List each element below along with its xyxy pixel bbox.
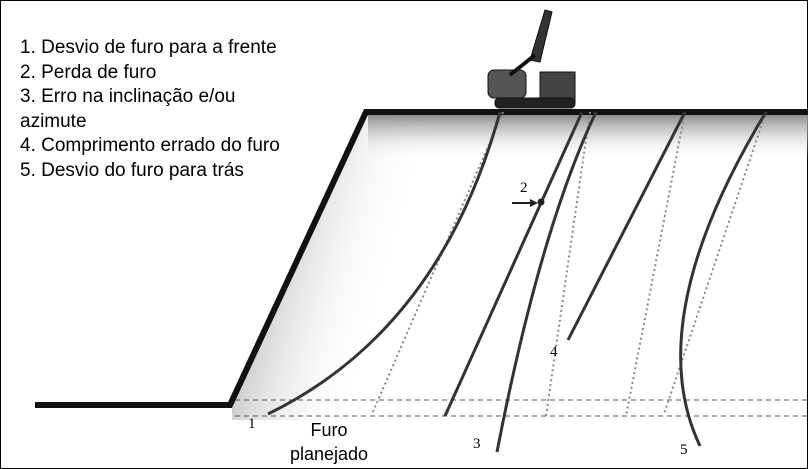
- legend-item: 3. Erro na inclinação e/ou azimute: [20, 86, 236, 132]
- hole-label: 1: [248, 416, 256, 432]
- planned-label: Furo planejado: [289, 420, 369, 464]
- legend: 1. Desvio de furo para a frente 2. Perda …: [20, 36, 282, 183]
- legend-item: 4. Comprimento errado do furo: [20, 135, 280, 156]
- grade-lines: [235, 399, 808, 417]
- legend-item: 1. Desvio de furo para a frente: [20, 37, 277, 58]
- hole-label: 3: [473, 436, 481, 452]
- drill-rig: [487, 9, 576, 109]
- legend-item: 5. Desvio do furo para trás: [20, 159, 244, 181]
- hole-label: 2: [520, 180, 528, 196]
- bench-shade-top: [368, 114, 808, 300]
- arrow: [512, 199, 538, 207]
- actual-holes: [267, 111, 768, 453]
- legend-item: 2. Perda de furo: [20, 61, 157, 83]
- hole-label: 5: [680, 442, 688, 458]
- hole-label: 4: [550, 344, 558, 360]
- bench-profile: [35, 109, 808, 408]
- loss-point: [537, 198, 545, 206]
